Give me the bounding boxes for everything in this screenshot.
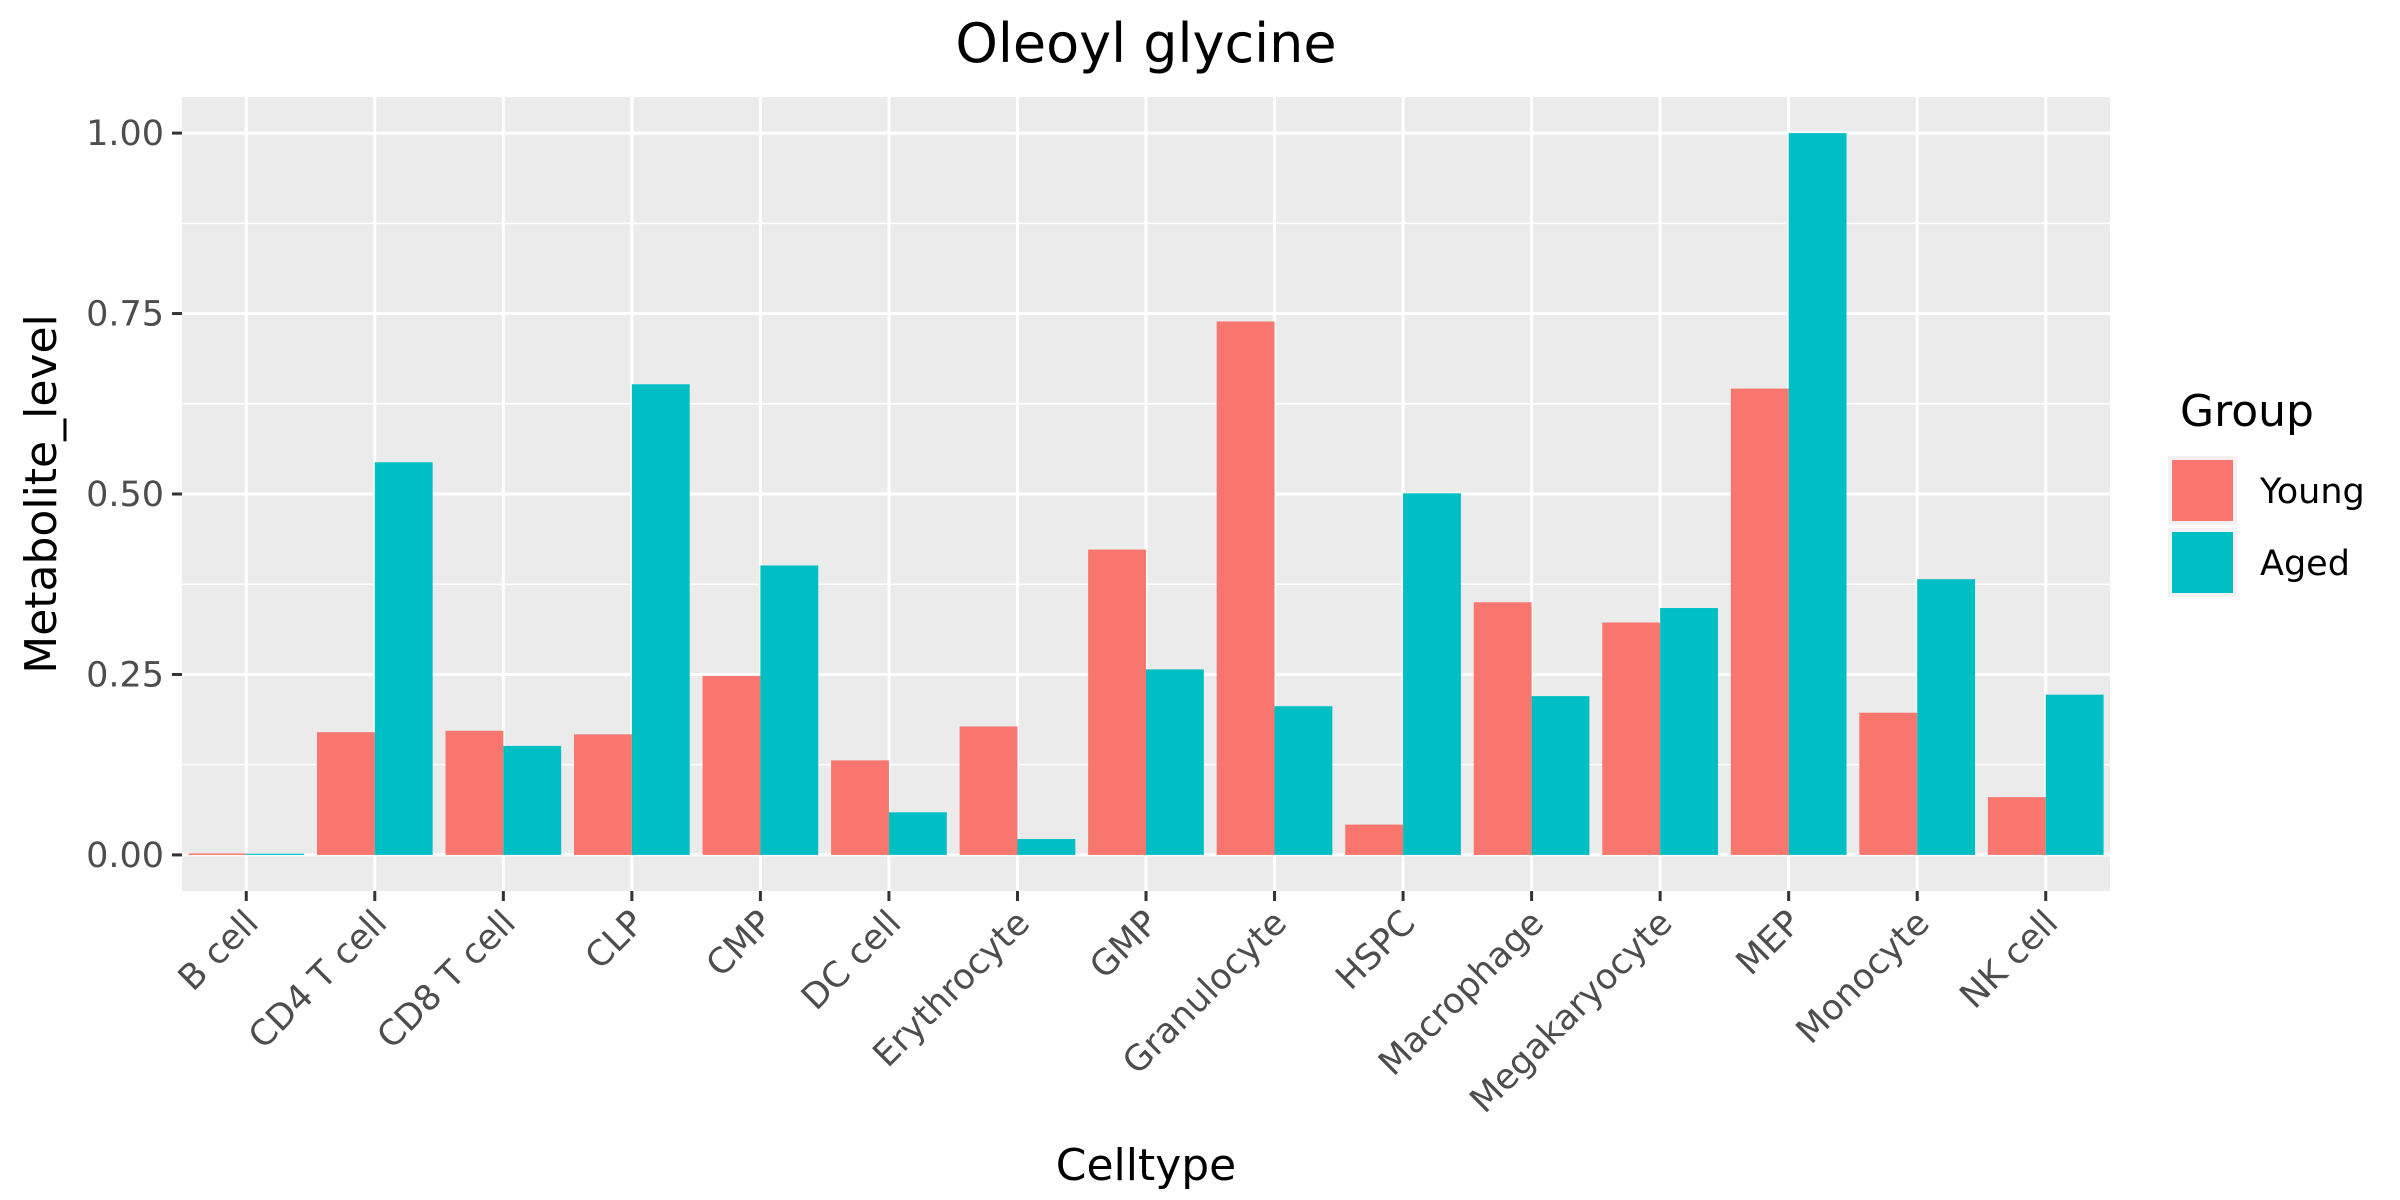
x-tick-label: CMP	[699, 903, 781, 985]
y-tick-label: 0.25	[86, 655, 164, 695]
bar-aged	[631, 384, 690, 855]
chart-title: Oleoyl glycine	[955, 12, 1336, 75]
bar-aged	[374, 462, 433, 855]
bar-aged	[1146, 669, 1204, 855]
bar-aged	[1788, 133, 1847, 855]
bar-young	[1730, 388, 1789, 855]
bar-young	[1987, 797, 2046, 855]
y-tick-label: 0.00	[86, 836, 164, 876]
bar-aged	[2045, 694, 2104, 855]
bar-young	[702, 675, 761, 855]
bar-aged	[760, 565, 819, 855]
x-tick-label: CD4 T cell	[241, 903, 395, 1057]
bar-aged	[1660, 608, 1718, 855]
bar-young	[445, 730, 504, 855]
bar-young	[831, 760, 889, 855]
bar-young	[1859, 712, 1918, 855]
y-tick-label: 0.50	[86, 475, 164, 515]
bar-young	[1345, 824, 1404, 855]
x-tick-label: CD8 T cell	[370, 903, 524, 1057]
bar-aged	[1531, 696, 1590, 855]
y-axis-title: Metabolite_level	[16, 314, 67, 674]
legend-label-aged: Aged	[2260, 544, 2350, 584]
x-tick-label: Monocyte	[1789, 903, 1938, 1052]
legend-swatch-aged	[2172, 532, 2233, 593]
legend-title: Group	[2180, 386, 2314, 437]
bar-young	[1216, 321, 1275, 855]
bar-aged	[1403, 493, 1461, 855]
x-tick-label: HSPC	[1329, 903, 1424, 998]
x-tick-label: GMP	[1083, 903, 1167, 987]
legend: Group Young Aged	[2168, 386, 2365, 597]
bar-young	[188, 853, 247, 855]
bars	[188, 133, 2104, 855]
y-tick-label: 1.00	[86, 114, 164, 154]
x-tick-label: DC cell	[794, 903, 909, 1018]
y-tick-label: 0.75	[86, 295, 164, 335]
bar-young	[1088, 549, 1146, 855]
bar-young	[574, 734, 632, 855]
bar-young	[959, 726, 1018, 855]
bar-young	[1602, 622, 1661, 855]
bar-aged	[503, 745, 562, 855]
x-axis-title: Celltype	[1056, 1140, 1237, 1191]
x-tick-label: MEP	[1729, 903, 1809, 983]
y-axis: 0.00 0.25 0.50 0.75 1.00	[86, 114, 182, 876]
bar-aged	[246, 853, 305, 855]
x-tick-label: B cell	[171, 903, 267, 999]
x-tick-label: NK cell	[1953, 903, 2066, 1016]
legend-swatch-young	[2172, 460, 2233, 521]
bar-young	[1473, 602, 1532, 855]
bar-aged	[1917, 579, 1976, 855]
legend-label-young: Young	[2259, 472, 2365, 512]
legend-items: Young Aged	[2168, 456, 2365, 597]
bar-young	[316, 732, 375, 855]
bar-aged	[1274, 706, 1333, 855]
bar-aged	[888, 812, 947, 855]
bar-aged	[1017, 839, 1076, 855]
x-tick-label: CLP	[578, 903, 652, 977]
